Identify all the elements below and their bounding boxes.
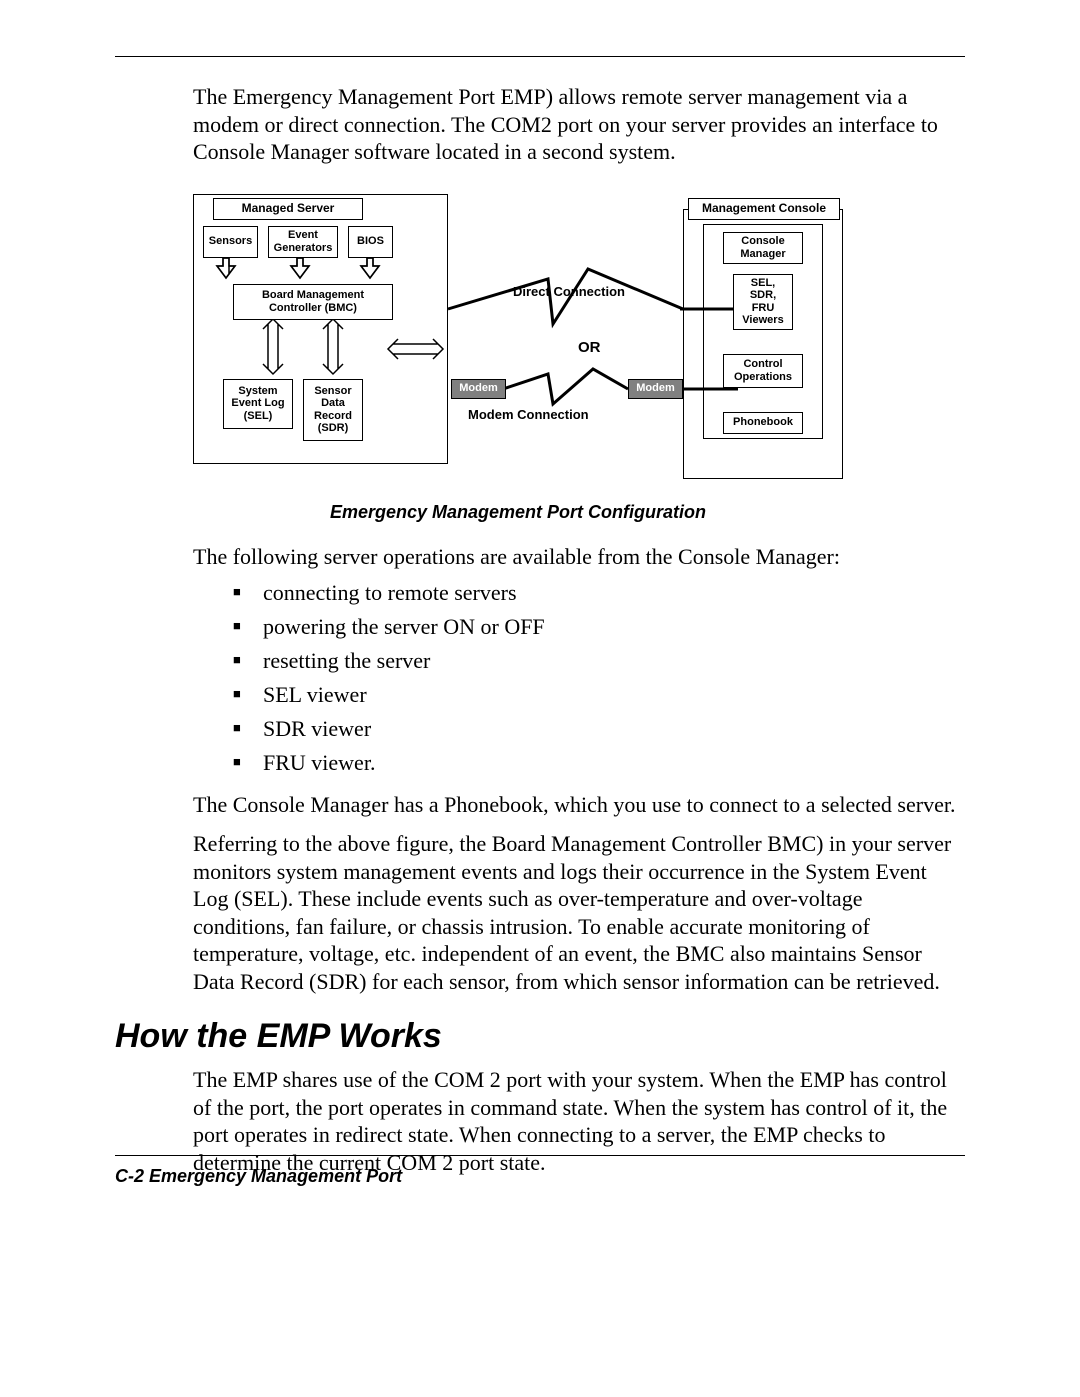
emp-diagram: Managed Server Sensors Event Generators … xyxy=(193,194,843,484)
box-event-generators: Event Generators xyxy=(268,226,338,258)
figure-caption: Emergency Management Port Configuration xyxy=(193,502,843,523)
box-viewers: SEL, SDR, FRU Viewers xyxy=(733,274,793,330)
list-item: SEL viewer xyxy=(233,678,965,712)
box-modem-1: Modem xyxy=(451,379,506,399)
list-item: SDR viewer xyxy=(233,712,965,746)
footer-text: C-2 Emergency Management Port xyxy=(115,1166,965,1187)
section-heading: How the EMP Works xyxy=(115,1017,965,1056)
box-control-ops: Control Operations xyxy=(723,354,803,388)
list-item: powering the server ON or OFF xyxy=(233,610,965,644)
operations-intro: The following server operations are avai… xyxy=(193,543,965,571)
page-content: The Emergency Management Port EMP) allow… xyxy=(115,56,965,1188)
management-console-title: Management Console xyxy=(688,198,840,220)
box-sdr: Sensor Data Record (SDR) xyxy=(303,379,363,441)
bmc-paragraph: Referring to the above figure, the Board… xyxy=(193,830,965,995)
list-item: FRU viewer. xyxy=(233,746,965,780)
box-bmc: Board Management Controller (BMC) xyxy=(233,284,393,320)
box-bios: BIOS xyxy=(348,226,393,258)
intro-paragraph: The Emergency Management Port EMP) allow… xyxy=(193,83,965,166)
phonebook-paragraph: The Console Manager has a Phonebook, whi… xyxy=(193,791,965,819)
footer-rule xyxy=(115,1155,965,1156)
list-item: resetting the server xyxy=(233,644,965,678)
figure-wrap: Managed Server Sensors Event Generators … xyxy=(193,194,843,484)
box-phonebook: Phonebook xyxy=(723,412,803,434)
list-item: connecting to remote servers xyxy=(233,576,965,610)
managed-server-title: Managed Server xyxy=(213,198,363,220)
page-footer: C-2 Emergency Management Port xyxy=(115,1155,965,1187)
box-sel: System Event Log (SEL) xyxy=(223,379,293,429)
box-sensors: Sensors xyxy=(203,226,258,258)
top-rule xyxy=(115,56,965,57)
label-or: OR xyxy=(578,339,601,356)
label-direct-connection: Direct Connection xyxy=(513,284,625,299)
label-modem-connection: Modem Connection xyxy=(468,407,589,422)
box-modem-2: Modem xyxy=(628,379,683,399)
operations-list: connecting to remote servers powering th… xyxy=(233,576,965,781)
box-console-manager: Console Manager xyxy=(723,232,803,264)
